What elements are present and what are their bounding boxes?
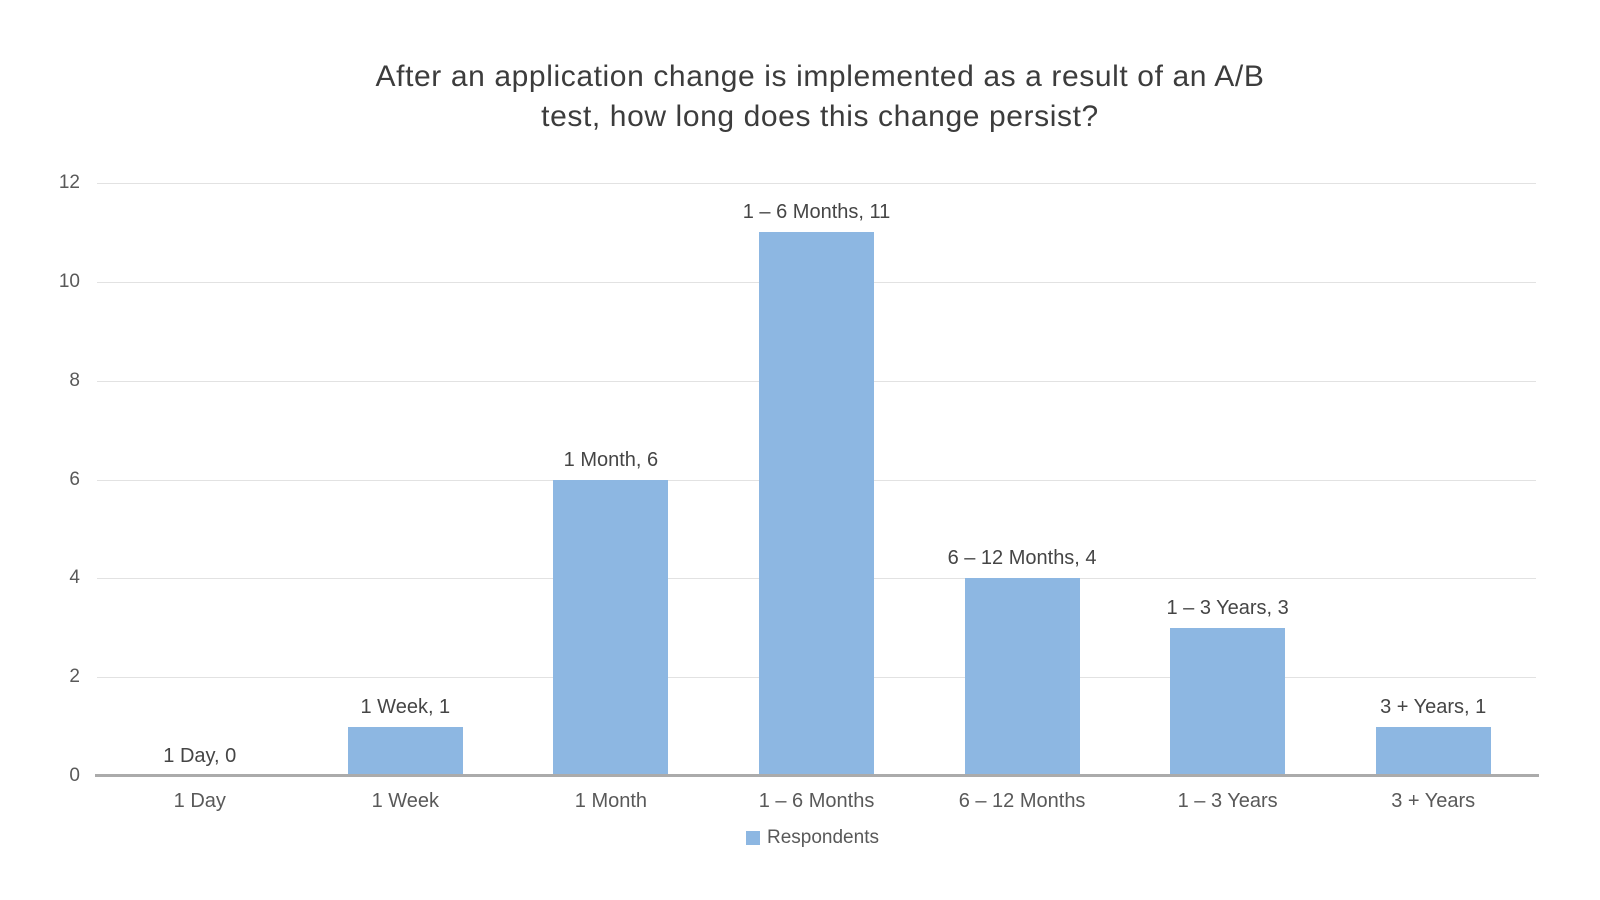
y-axis-tick-label: 10 bbox=[58, 270, 80, 292]
bar-1-3-years bbox=[1170, 627, 1286, 775]
legend-swatch-icon bbox=[746, 831, 760, 845]
bar-1-6-months bbox=[759, 232, 874, 775]
bar-1-week bbox=[347, 726, 463, 775]
y-axis-tick-label: 2 bbox=[69, 666, 80, 688]
legend: Respondents bbox=[746, 827, 879, 849]
x-axis-category-label: 1 Month bbox=[574, 790, 648, 812]
bar-data-label: 1 – 3 Years, 3 bbox=[1166, 596, 1289, 619]
x-axis-category-label: 3 + Years bbox=[1391, 790, 1476, 812]
legend-label: Respondents bbox=[767, 827, 879, 848]
bar-data-label: 1 Month, 6 bbox=[563, 448, 659, 471]
x-axis-category-label: 1 Week bbox=[371, 790, 440, 812]
y-axis-tick-label: 8 bbox=[69, 369, 80, 391]
bar-data-label: 3 + Years, 1 bbox=[1380, 695, 1487, 718]
chart-title-line-1: After an application change is implement… bbox=[375, 60, 1265, 93]
y-axis-tick-label: 0 bbox=[69, 765, 80, 786]
x-axis-category-label: 1 – 6 Months bbox=[758, 790, 875, 812]
bar-data-label: 1 – 6 Months, 11 bbox=[742, 201, 891, 224]
y-axis-tick-label: 12 bbox=[58, 172, 80, 193]
x-axis-category-label: 1 – 3 Years bbox=[1177, 790, 1278, 812]
bar-data-label: 1 Day, 0 bbox=[163, 745, 237, 767]
chart-title-line-2: test, how long does this change persist? bbox=[541, 100, 1099, 133]
chart-title: After an application change is implement… bbox=[40, 57, 1600, 137]
x-axis-category-label: 1 Day bbox=[173, 790, 226, 812]
y-axis-tick-label: 6 bbox=[69, 468, 80, 490]
bar-data-label: 6 – 12 Months, 4 bbox=[947, 547, 1097, 570]
x-axis-line bbox=[95, 774, 1539, 777]
y-axis-tick-label: 4 bbox=[69, 567, 80, 589]
gridline bbox=[97, 183, 1536, 184]
bar-1-month bbox=[553, 479, 669, 775]
bar-3-years bbox=[1375, 726, 1491, 775]
bar-data-label: 1 Week, 1 bbox=[360, 695, 451, 718]
x-axis-category-label: 6 – 12 Months bbox=[958, 790, 1086, 812]
bar-6-12-months bbox=[964, 578, 1080, 775]
